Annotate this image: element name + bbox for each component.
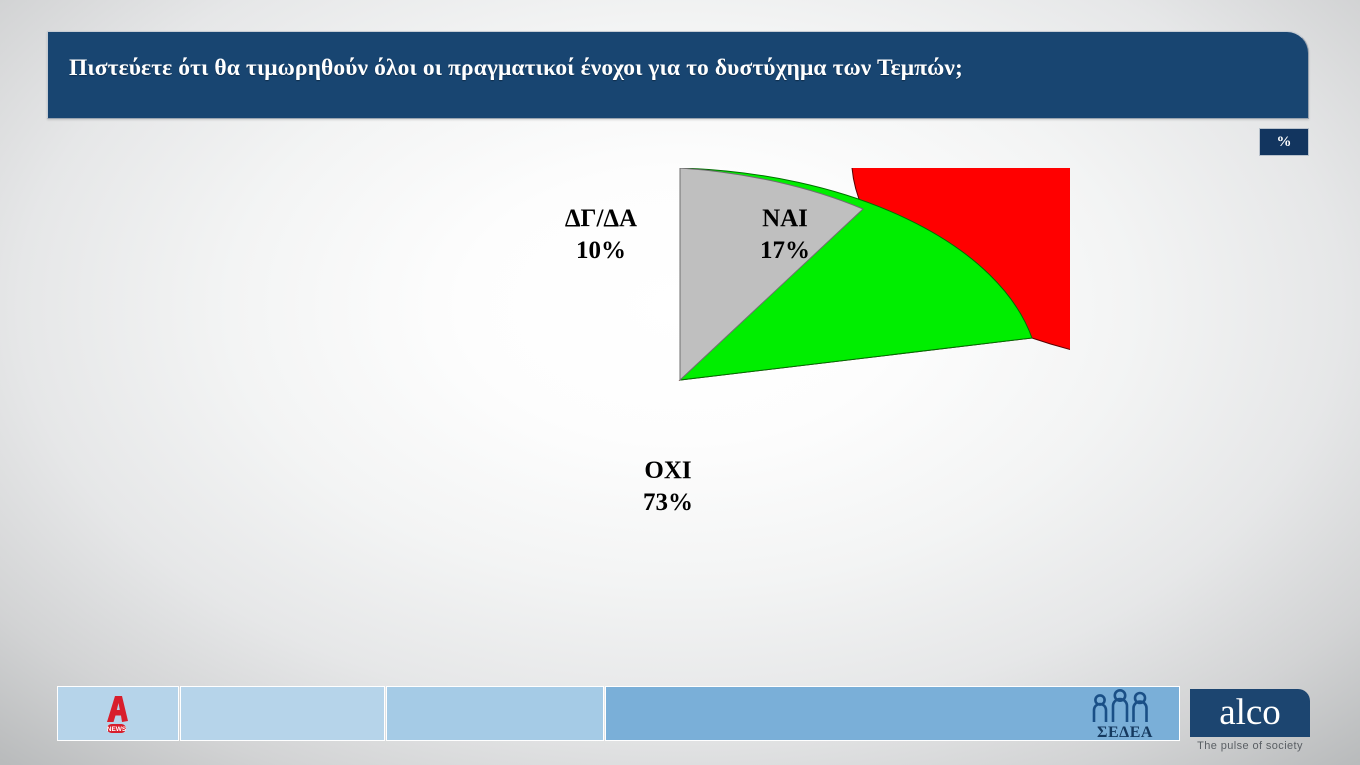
percent-unit-badge: %: [1259, 128, 1309, 156]
sedea-logo: ΣΕΔΕΑ: [1070, 688, 1180, 746]
alco-logo: alco: [1190, 689, 1310, 737]
sedea-logo-label: ΣΕΔΕΑ: [1097, 724, 1153, 741]
page-title: Πιστεύετε ότι θα τιμωρηθούν όλοι οι πραγ…: [69, 55, 963, 81]
pie-label-oxi-name: ΟΧΙ: [644, 457, 691, 484]
pie-chart: ΝΑΙ 17% ΟΧΙ 73% ΔΓ/ΔΑ 10%: [290, 168, 1070, 630]
pie-label-nai-value: 17%: [760, 237, 810, 264]
pie-label-dgda-value: 10%: [576, 237, 626, 264]
pie-label-oxi: ΟΧΙ 73%: [643, 457, 693, 516]
question-header-bar: Πιστεύετε ότι θα τιμωρηθούν όλοι οι πραγ…: [47, 31, 1309, 119]
alco-logo-word: alco: [1219, 691, 1281, 733]
percent-unit-label: %: [1276, 133, 1292, 150]
sedea-people-icon: [1092, 689, 1148, 722]
footer-block-2: [180, 686, 385, 741]
footer: [0, 686, 1360, 765]
footer-block-4: [605, 686, 1180, 741]
pie-label-dgda: ΔΓ/ΔΑ 10%: [565, 205, 637, 264]
footer-block-3: [386, 686, 604, 741]
alpha-news-logo-icon: NEWS: [95, 693, 139, 737]
pie-label-nai-name: ΝΑΙ: [762, 205, 808, 232]
pie-3d-depth-red: [300, 380, 1060, 630]
pie-label-oxi-value: 73%: [643, 489, 693, 516]
pie-slice-dgda: [679, 168, 864, 382]
pie-label-nai: ΝΑΙ 17%: [760, 205, 810, 264]
alco-logo-tagline: The pulse of society: [1197, 740, 1303, 752]
svg-text:NEWS: NEWS: [107, 726, 127, 733]
pie-label-dgda-name: ΔΓ/ΔΑ: [565, 205, 637, 232]
pie-3d-wall-right: [1012, 337, 1032, 394]
